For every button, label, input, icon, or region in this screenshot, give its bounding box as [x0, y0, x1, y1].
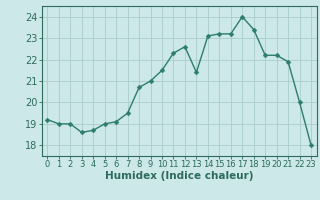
X-axis label: Humidex (Indice chaleur): Humidex (Indice chaleur) [105, 171, 253, 181]
